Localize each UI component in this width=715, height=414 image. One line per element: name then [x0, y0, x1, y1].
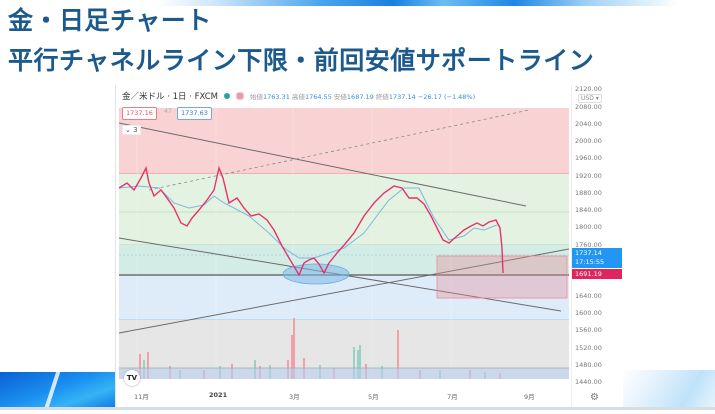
- time-tick: 7月: [447, 393, 458, 401]
- sell-button[interactable]: 1737.16: [122, 107, 157, 120]
- price-tick: 2120.00: [575, 85, 602, 93]
- time-tick: 11月: [134, 393, 149, 401]
- slide-title: 金・日足チャート: [8, 6, 212, 35]
- price-tick: 2080.00: [575, 103, 602, 111]
- tradingview-logo[interactable]: TV: [124, 370, 140, 386]
- decorative-corner-right: [622, 370, 715, 410]
- chart-header: 金／米ドル · 1日 · FXCM 始値1763.31 高値1764.55 安値…: [122, 89, 475, 103]
- time-tick: 3月: [289, 393, 300, 401]
- currency-selector[interactable]: USD ▾: [578, 94, 602, 103]
- price-tick: 1760.00: [575, 241, 602, 249]
- price-tick: 1800.00: [575, 223, 602, 231]
- symbol-label[interactable]: 金／米ドル · 1日 · FXCM: [122, 92, 218, 102]
- price-tick: 1960.00: [575, 154, 602, 162]
- spread-label: 47: [164, 108, 172, 115]
- decorative-banner: [0, 0, 715, 6]
- price-axis[interactable]: 2120.00 USD ▾ 2080.00 2040.00 2000.00 19…: [571, 85, 624, 407]
- market-open-icon: [223, 93, 230, 99]
- alert-icon: [235, 92, 244, 100]
- time-tick: 2021: [209, 391, 228, 399]
- price-tick: 2000.00: [575, 137, 602, 145]
- price-chart[interactable]: 金／米ドル · 1日 · FXCM 始値1763.31 高値1764.55 安値…: [115, 85, 623, 407]
- last-price-tag: 1737.14 17:15:55: [572, 248, 622, 268]
- price-tick: 1840.00: [575, 206, 602, 214]
- price-tick: 1520.00: [575, 344, 602, 352]
- bottom-divider: [0, 407, 715, 410]
- settings-gear-icon[interactable]: ⚙: [590, 392, 599, 403]
- price-tick: 2040.00: [575, 120, 602, 128]
- decorative-corner-left: [0, 372, 118, 410]
- time-tick: 5月: [368, 393, 379, 401]
- indicators-collapse-button[interactable]: ⌄ 3: [122, 125, 141, 135]
- price-tick: 1480.00: [575, 361, 602, 369]
- price-tick: 1880.00: [575, 189, 602, 197]
- price-tick: 1920.00: [575, 172, 602, 180]
- buy-button[interactable]: 1737.63: [177, 107, 212, 120]
- price-tick: 1600.00: [575, 309, 602, 317]
- price-tick: 1640.00: [575, 292, 602, 300]
- slide-subtitle: 平行チャネルライン下限・前回安値サポートライン: [8, 46, 595, 75]
- support-price-tag: 1691.19: [572, 269, 622, 279]
- price-tick: 1440.00: [575, 378, 602, 386]
- time-tick: 9月: [524, 393, 535, 401]
- ohlc-values: 始値1763.31 高値1764.55 安値1687.19 終値1737.14 …: [249, 93, 476, 101]
- time-axis[interactable]: 11月 2021 3月 5月 7月 9月: [119, 386, 569, 404]
- price-tick: 1560.00: [575, 326, 602, 334]
- chart-canvas: [118, 108, 570, 379]
- plot-area[interactable]: [118, 108, 570, 379]
